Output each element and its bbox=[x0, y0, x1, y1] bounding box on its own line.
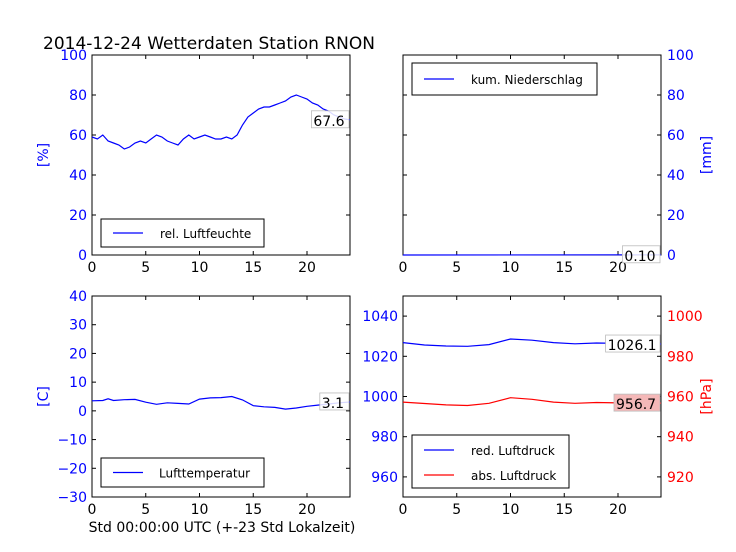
y-tick-label: 40 bbox=[69, 289, 87, 305]
last-value-label: 1026.1 bbox=[608, 338, 657, 354]
y-tick-label: −30 bbox=[57, 490, 87, 506]
x-tick-label: 10 bbox=[502, 502, 520, 518]
y-tick-label: 1040 bbox=[362, 309, 398, 325]
y-tick-label: 100 bbox=[667, 48, 694, 64]
last-value-label: 3.1 bbox=[322, 396, 344, 412]
y-tick-label: 20 bbox=[69, 208, 87, 224]
x-tick-label: 0 bbox=[88, 502, 97, 518]
legend-box bbox=[411, 434, 570, 489]
y-tick-label: 80 bbox=[69, 88, 87, 104]
y-tick-label: 920 bbox=[667, 470, 694, 486]
y-axis-label: [hPa] bbox=[699, 378, 715, 414]
y-tick-label: 1020 bbox=[362, 349, 398, 365]
y-tick-label: 10 bbox=[69, 375, 87, 391]
y-axis-label: [%] bbox=[36, 143, 52, 167]
y-tick-label: 960 bbox=[667, 390, 694, 406]
y-tick-label: 40 bbox=[69, 168, 87, 184]
x-tick-label: 15 bbox=[555, 502, 573, 518]
last-value-label: 956.7 bbox=[616, 397, 656, 413]
x-tick-label: 5 bbox=[452, 502, 461, 518]
legend-box bbox=[100, 218, 265, 248]
series-line bbox=[91, 395, 351, 410]
x-tick-label: 5 bbox=[141, 502, 150, 518]
x-tick-label: 0 bbox=[399, 260, 408, 276]
chart-title: 2014-12-24 Wetterdaten Station RNON bbox=[43, 34, 375, 54]
y-tick-label: 960 bbox=[371, 470, 398, 486]
x-tick-label: 0 bbox=[88, 260, 97, 276]
y-tick-label: 60 bbox=[667, 128, 685, 144]
legend-box bbox=[411, 62, 598, 96]
y-tick-label: 0 bbox=[78, 248, 87, 264]
legend-label: abs. Luftdruck bbox=[471, 469, 556, 483]
y-tick-label: 1000 bbox=[362, 390, 398, 406]
legend-label: rel. Luftfeuchte bbox=[160, 227, 251, 241]
x-tick-label: 5 bbox=[141, 260, 150, 276]
pressure-panel: 0 5 10 15 20 960 980 1000 1020 1040 920 940 960 980 10… bbox=[362, 295, 715, 518]
y-axis-label: [mm] bbox=[699, 136, 715, 174]
humidity-panel: 0 5 10 15 20 0 20 40 60 80 100 [%] 67.6 rel. Luftfeuc… bbox=[36, 48, 351, 276]
y-tick-label: 80 bbox=[667, 88, 685, 104]
x-tick-label: 15 bbox=[244, 502, 262, 518]
y-tick-label: 20 bbox=[69, 346, 87, 362]
last-value-label: 0.10 bbox=[624, 249, 655, 265]
y-tick-label: 1000 bbox=[667, 309, 703, 325]
y-tick-label: 980 bbox=[667, 349, 694, 365]
y-tick-label: 940 bbox=[667, 430, 694, 446]
x-tick-label: 10 bbox=[191, 502, 209, 518]
x-tick-label: 20 bbox=[609, 502, 627, 518]
y-tick-label: −10 bbox=[57, 433, 87, 449]
plot-frame bbox=[91, 295, 351, 498]
x-tick-label: 15 bbox=[555, 260, 573, 276]
x-tick-label: 10 bbox=[191, 260, 209, 276]
x-tick-label: 15 bbox=[244, 260, 262, 276]
y-tick-label: 0 bbox=[78, 404, 87, 420]
x-tick-label: 20 bbox=[298, 502, 316, 518]
plot-frame bbox=[91, 54, 351, 256]
y-tick-label: 980 bbox=[371, 430, 398, 446]
legend-label: kum. Niederschlag bbox=[471, 73, 583, 87]
value-label-box bbox=[622, 245, 661, 264]
value-label-box bbox=[310, 110, 350, 129]
legend-label: Lufttemperatur bbox=[159, 467, 250, 481]
legend-label: red. Luftdruck bbox=[471, 444, 555, 458]
x-tick-label: 20 bbox=[298, 260, 316, 276]
y-tick-label: 60 bbox=[69, 128, 87, 144]
y-tick-label: 0 bbox=[667, 248, 676, 264]
x-tick-label: 20 bbox=[609, 260, 627, 276]
x-tick-label: 5 bbox=[452, 260, 461, 276]
y-tick-label: 30 bbox=[69, 318, 87, 334]
y-tick-label: 20 bbox=[667, 208, 685, 224]
x-axis-label: Std 00:00:00 UTC (+-23 Std Lokalzeit) bbox=[89, 520, 356, 536]
x-tick-label: 0 bbox=[399, 502, 408, 518]
temperature-panel: 0 5 10 15 20 −30 −20 −10 0 10 20 30 40 [C] 3.1 Lufttemp… bbox=[36, 289, 351, 518]
last-value-label: 67.6 bbox=[313, 114, 344, 130]
y-tick-label: 40 bbox=[667, 168, 685, 184]
series-line bbox=[91, 94, 351, 150]
y-tick-label: −20 bbox=[57, 461, 87, 477]
value-label-box bbox=[613, 393, 661, 412]
y-axis-label: [C] bbox=[36, 386, 52, 407]
x-tick-label: 10 bbox=[502, 260, 520, 276]
value-label-box bbox=[605, 334, 661, 353]
value-label-box bbox=[319, 392, 350, 411]
y-tick-label: 100 bbox=[60, 48, 87, 64]
precipitation-panel: 0 5 10 15 20 0 20 40 60 80 100 [mm] 0.10 kum. Nieders… bbox=[399, 48, 715, 276]
